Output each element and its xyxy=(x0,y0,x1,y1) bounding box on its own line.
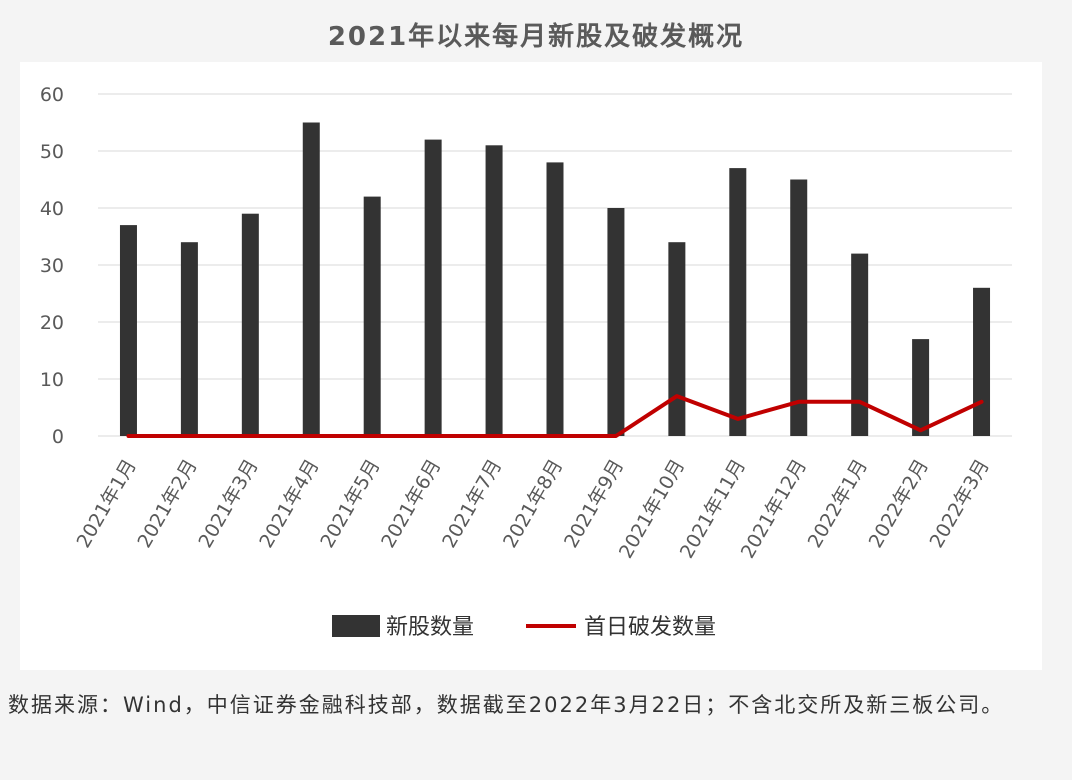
legend-bar-label: 新股数量 xyxy=(386,615,474,640)
bar xyxy=(241,213,259,436)
bar xyxy=(668,242,686,436)
bar xyxy=(302,122,320,436)
x-tick-label: 2021年8月 xyxy=(499,456,567,552)
y-tick-label: 20 xyxy=(40,312,64,334)
x-tick-label: 2021年5月 xyxy=(316,456,384,552)
x-tick-label: 2022年1月 xyxy=(804,456,872,552)
legend-line-label: 首日破发数量 xyxy=(584,615,716,640)
y-tick-label: 30 xyxy=(40,255,64,277)
y-tick-label: 40 xyxy=(40,198,64,220)
x-tick-label: 2021年1月 xyxy=(73,456,141,552)
line-series xyxy=(126,394,984,438)
source-note: 数据来源：Wind，中信证券金融科技部，数据截至2022年3月22日；不含北交所… xyxy=(8,693,1005,717)
bar xyxy=(851,253,869,436)
chart-title: 2021年以来每月新股及破发概况 xyxy=(327,22,745,52)
x-tick-label: 2022年3月 xyxy=(926,456,994,552)
x-tick-label: 2021年4月 xyxy=(255,456,323,552)
bar xyxy=(973,287,991,436)
y-tick-label: 0 xyxy=(52,426,64,448)
legend-bar-swatch xyxy=(332,615,380,637)
bar xyxy=(119,225,137,436)
x-tick-label: 2021年3月 xyxy=(194,456,262,552)
x-tick-label: 2021年9月 xyxy=(560,456,628,552)
y-tick-label: 50 xyxy=(40,141,64,163)
legend: 新股数量 首日破发数量 xyxy=(332,615,716,640)
x-tick-label: 2021年6月 xyxy=(377,455,445,551)
y-tick-label: 60 xyxy=(40,84,64,106)
x-tick-label: 2021年2月 xyxy=(133,456,201,552)
bar xyxy=(546,162,564,436)
x-tick-label: 2021年12月 xyxy=(737,456,811,563)
y-axis-ticks: 0 10 20 30 40 50 60 xyxy=(40,84,64,448)
x-tick-label: 2021年7月 xyxy=(438,455,506,551)
bar xyxy=(912,339,930,436)
bar xyxy=(485,145,503,437)
bar xyxy=(790,179,808,436)
bar-series xyxy=(119,122,991,437)
chart-panel: 0 10 20 30 40 50 60 2021年1月 2021年2月 2021年3月 2021年… xyxy=(20,62,1042,670)
bar xyxy=(729,168,747,436)
x-axis-ticks: 2021年1月2021年2月2021年3月2021年4月2021年5月2021年… xyxy=(73,455,994,562)
bar xyxy=(607,208,625,436)
x-tick-label: 2022年2月 xyxy=(865,456,933,552)
y-tick-label: 10 xyxy=(40,369,64,391)
bar xyxy=(363,196,381,436)
bar xyxy=(424,139,442,436)
bar xyxy=(180,242,198,436)
